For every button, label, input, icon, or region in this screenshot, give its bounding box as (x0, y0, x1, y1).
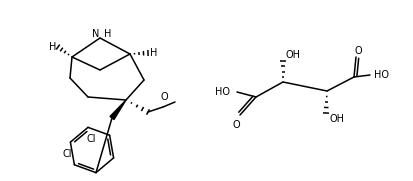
Text: Cl: Cl (63, 149, 72, 159)
Text: H: H (104, 29, 112, 39)
Text: H: H (150, 48, 157, 58)
Text: H: H (49, 42, 56, 52)
Text: O: O (354, 46, 362, 56)
Text: OH: OH (329, 114, 344, 124)
Text: HO: HO (215, 87, 230, 97)
Text: OH: OH (286, 50, 301, 60)
Text: O: O (232, 120, 240, 130)
Text: O: O (160, 92, 168, 102)
Text: HO: HO (374, 70, 389, 80)
Text: N: N (92, 29, 99, 39)
Polygon shape (110, 100, 126, 119)
Text: Cl: Cl (86, 134, 96, 144)
